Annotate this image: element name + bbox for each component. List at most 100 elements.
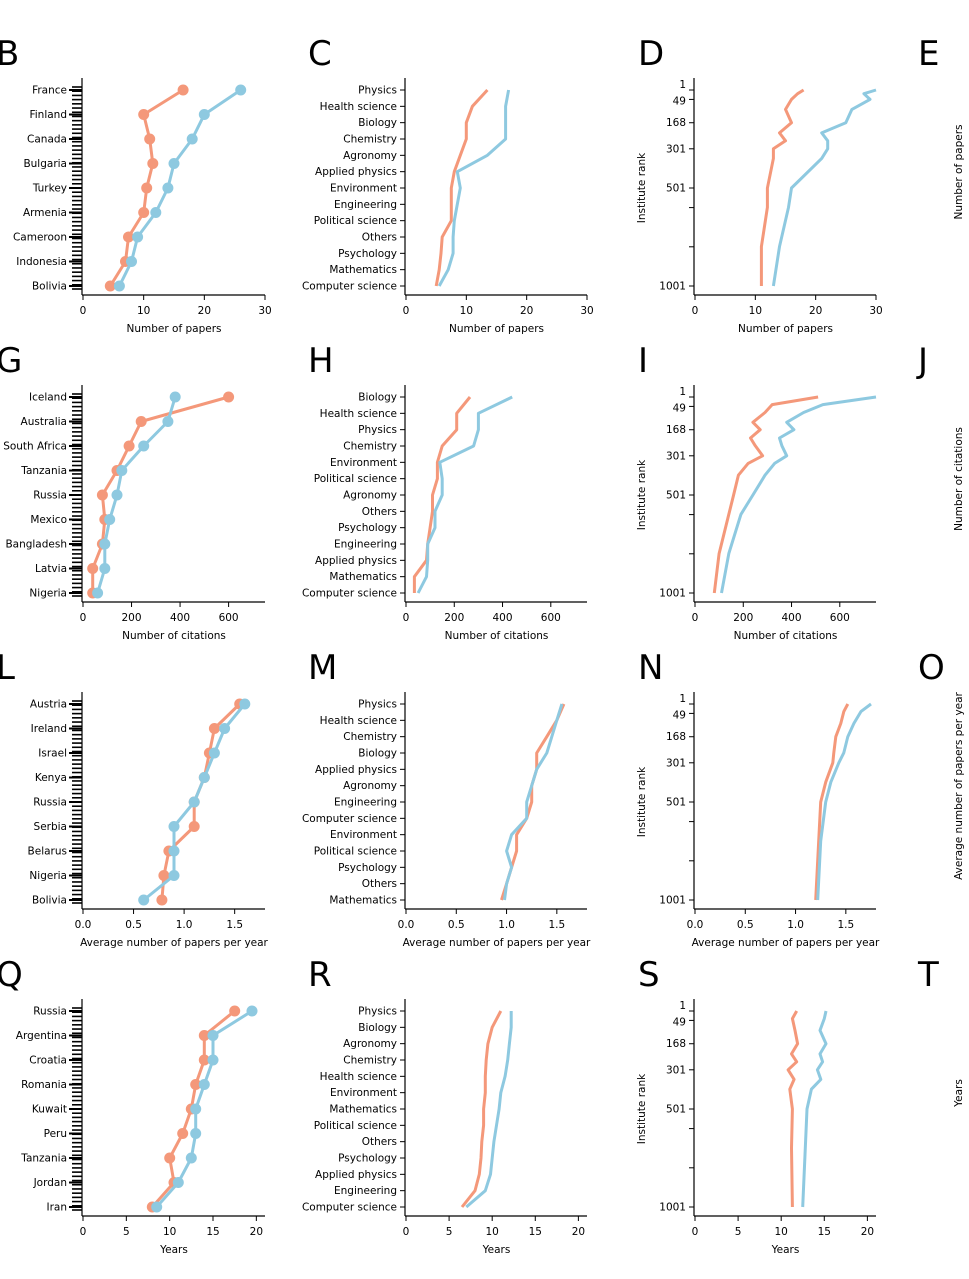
x-tick-label: 200 (122, 612, 142, 624)
y-tick-label: 49 (673, 402, 686, 414)
x-tick-label: 1.5 (548, 919, 565, 931)
y-tick-label: Croatia (29, 1055, 67, 1067)
data-point (223, 391, 235, 403)
series-line-b (816, 702, 872, 901)
data-point (138, 207, 150, 218)
series-line-b (720, 395, 877, 594)
y-tick-label: Computer science (302, 813, 397, 825)
x-axis-label: Number of citations (445, 630, 549, 642)
y-tick-label: Computer science (302, 588, 397, 600)
data-point (198, 109, 210, 120)
series-line-a (712, 395, 819, 594)
panel-letter: Q (0, 955, 23, 995)
y-tick-label: Kenya (35, 772, 67, 784)
data-point (198, 772, 210, 783)
y-tick-label: Engineering (334, 797, 397, 809)
y-tick-label: 1001 (659, 281, 686, 293)
x-tick-label: 10 (775, 1226, 788, 1238)
data-point (168, 158, 180, 169)
data-point (235, 84, 247, 96)
x-tick-label: 5 (735, 1226, 742, 1238)
y-tick-label: 168 (666, 424, 686, 436)
y-tick-label: Agronomy (343, 490, 397, 502)
y-tick-label: Agronomy (343, 780, 397, 792)
panel-letter: O (918, 648, 945, 688)
y-tick-label: Applied physics (315, 555, 397, 567)
y-tick-label: Serbia (34, 821, 67, 833)
y-tick-label: Physics (358, 699, 397, 711)
x-tick-label: 600 (219, 612, 239, 624)
y-tick-label: Austria (30, 699, 67, 711)
y-tick-label: Engineering (334, 539, 397, 551)
x-tick-label: 0 (403, 305, 410, 317)
y-tick-label: Biology (358, 392, 397, 404)
data-point (198, 1079, 210, 1090)
data-point (219, 723, 231, 734)
partial-panel-j: J Number of citations (916, 341, 965, 531)
data-point (164, 1152, 176, 1164)
x-tick-label: 1.0 (498, 919, 515, 931)
y-tick-label: Political science (314, 215, 397, 227)
y-axis-label: Years (953, 1079, 965, 1108)
y-tick-label: Computer science (302, 1202, 397, 1214)
series-line-b (437, 89, 511, 287)
y-tick-label: Others (362, 506, 397, 518)
y-tick-label: Agronomy (343, 1038, 397, 1050)
data-point (168, 870, 180, 881)
data-point (185, 1152, 197, 1164)
y-tick-label: Environment (330, 1087, 397, 1099)
y-tick-label: 1 (679, 79, 686, 91)
y-tick-label: Tanzania (20, 1153, 67, 1165)
series-line-a (759, 88, 805, 286)
y-tick-label: Health science (320, 101, 397, 113)
chart-panel-c: C 0 10 20 30 Number of papers Physics Health sc… (302, 34, 594, 335)
x-tick-label: 1.5 (226, 919, 243, 931)
data-point (246, 1005, 258, 1017)
y-tick-label: 168 (666, 117, 686, 129)
x-tick-label: 5 (446, 1226, 453, 1238)
y-tick-label: Bangladesh (5, 539, 67, 551)
x-tick-label: 10 (137, 305, 150, 317)
panel-letter: L (0, 648, 15, 688)
x-tick-label: 0 (403, 612, 410, 624)
y-tick-label: 1 (679, 386, 686, 398)
y-tick-label: 49 (673, 1016, 686, 1028)
x-axis-label: Number of papers (449, 323, 544, 335)
x-tick-label: 30 (869, 305, 882, 317)
y-tick-label: Psychology (338, 248, 397, 260)
x-axis-label: Average number of papers per year (692, 937, 880, 949)
y-tick-label: Environment (330, 457, 397, 469)
y-tick-label: 1 (679, 693, 686, 705)
x-axis-label: Number of papers (127, 323, 222, 335)
data-point (92, 587, 104, 599)
series-line-b (465, 1011, 513, 1209)
x-axis-label: Number of citations (734, 630, 838, 642)
y-tick-label: Bulgaria (23, 158, 67, 170)
x-tick-label: 0.0 (75, 919, 92, 931)
y-tick-label: Bolivia (32, 281, 67, 293)
data-point (104, 280, 116, 292)
data-point (198, 1030, 210, 1041)
x-tick-label: 0 (80, 612, 87, 624)
y-tick-label: Romania (21, 1079, 67, 1091)
y-tick-label: Indonesia (16, 256, 67, 268)
x-tick-label: 0.5 (125, 919, 142, 931)
data-point (156, 894, 168, 906)
data-point (104, 514, 116, 525)
x-tick-label: 0 (692, 612, 699, 624)
y-tick-label: Israel (38, 748, 67, 760)
y-tick-label: 168 (666, 731, 686, 743)
y-tick-label: Chemistry (343, 441, 397, 453)
data-point (188, 796, 200, 808)
x-tick-label: 10 (486, 1226, 499, 1238)
y-tick-label: 501 (666, 1104, 686, 1116)
y-tick-label: 1001 (659, 895, 686, 907)
data-point (208, 747, 220, 759)
data-point (99, 563, 111, 574)
data-point (207, 1054, 219, 1066)
chart-panel-s: S 0 5 10 15 20 Years 1 49 168 301 501 1001 Institute … (636, 955, 876, 1256)
x-axis-label: Number of citations (122, 630, 226, 642)
data-point (141, 182, 153, 194)
y-tick-label: 1001 (659, 1202, 686, 1214)
